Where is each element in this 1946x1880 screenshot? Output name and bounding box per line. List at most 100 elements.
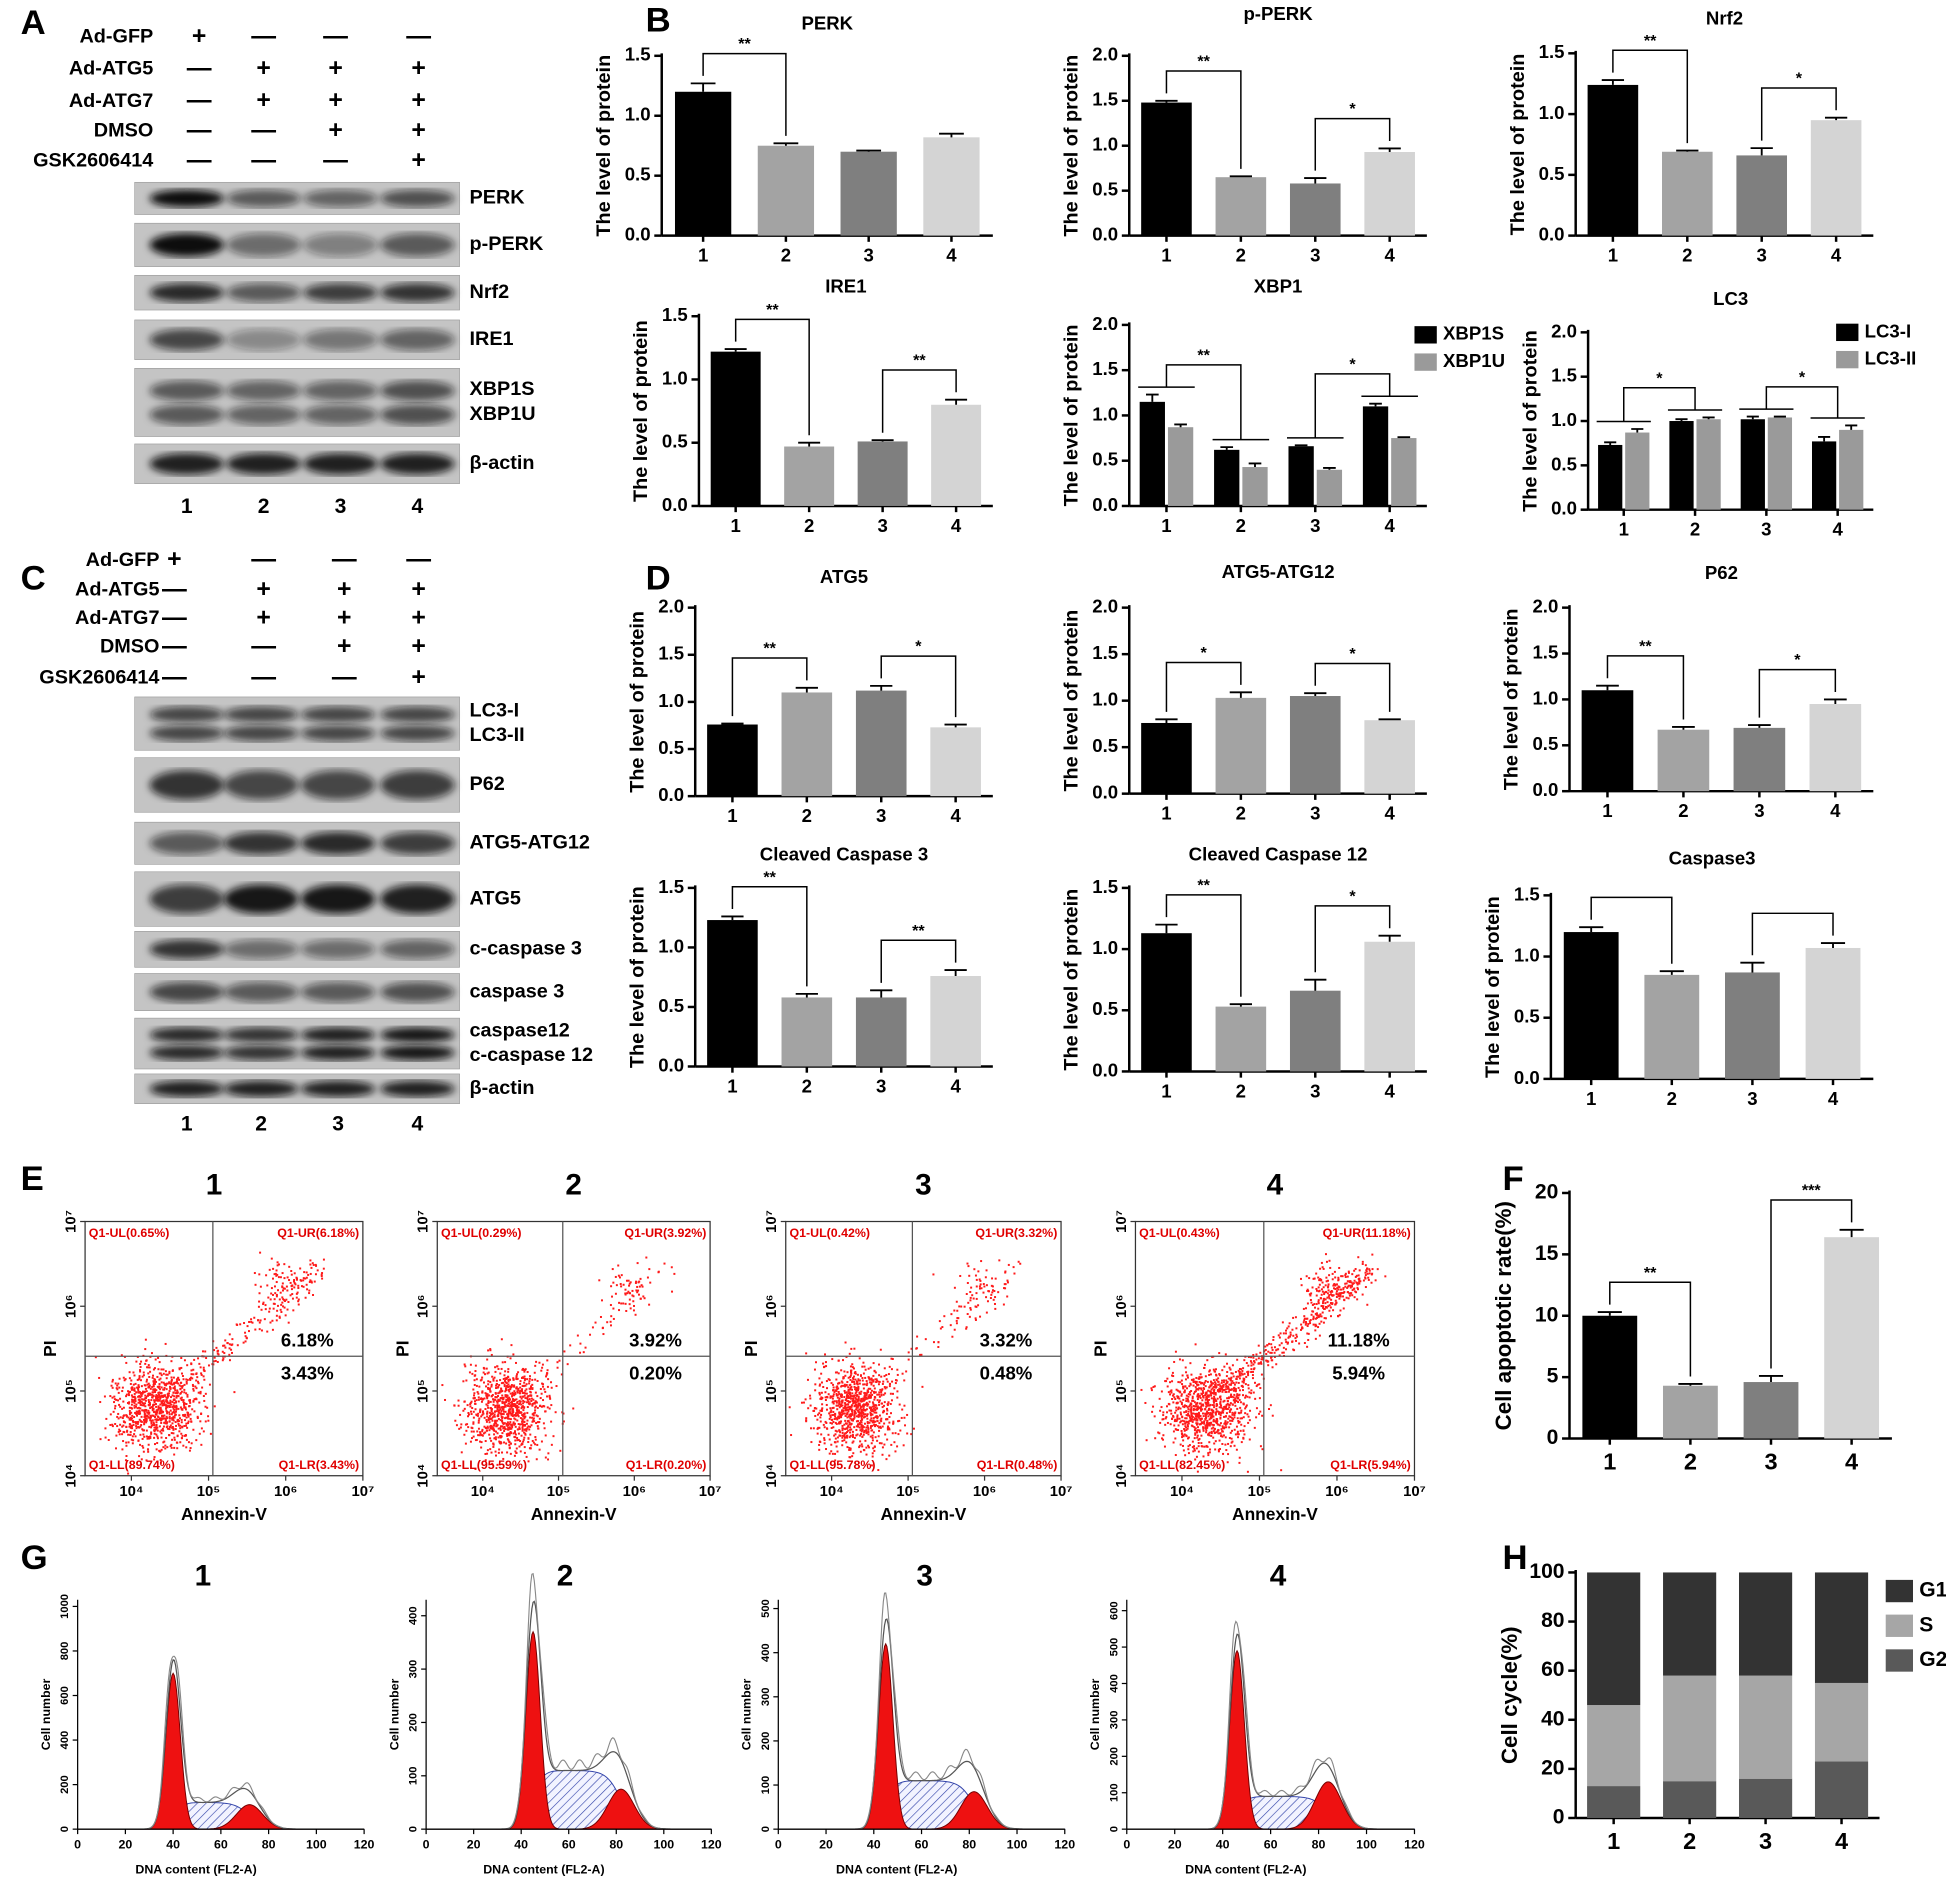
blot-band [149,706,224,723]
event-dot [291,1293,294,1296]
event-dot [860,1432,863,1435]
event-dot [153,1456,156,1459]
event-dot [479,1408,482,1411]
event-dot [1172,1393,1175,1396]
event-dot [628,1282,631,1285]
event-dot [463,1400,466,1403]
event-dot [1202,1427,1205,1430]
event-dot [491,1419,494,1422]
event-dot [1180,1379,1183,1382]
bar [1167,427,1194,506]
event-dot [182,1444,185,1447]
event-dot [1222,1411,1225,1414]
bar [931,404,982,506]
event-dot [579,1351,582,1354]
event-dot [848,1446,851,1449]
event-dot [832,1386,835,1389]
y-tick-label: 2.0 [1092,596,1118,617]
event-dot [159,1396,162,1399]
event-dot [855,1403,858,1406]
blot-band [303,329,378,351]
event-dot [199,1392,202,1395]
event-dot [1176,1414,1179,1417]
event-dot [890,1368,893,1371]
event-dot [1216,1429,1219,1432]
event-dot [472,1435,475,1438]
x-tick-label: 4 [1385,1080,1396,1101]
event-dot [147,1366,150,1369]
event-dot [138,1376,141,1379]
event-dot [1233,1444,1236,1447]
event-dot [1176,1389,1179,1392]
x-tick-label: 3 [1310,245,1320,266]
event-dot [852,1377,855,1380]
event-dot [190,1369,193,1372]
event-dot [1218,1373,1221,1376]
event-dot [518,1392,521,1395]
chart-title: IRE1 [825,276,866,297]
event-dot [832,1389,835,1392]
event-dot [844,1341,847,1344]
blot-band [149,1080,224,1097]
event-dot [178,1384,181,1387]
event-dot [119,1423,122,1426]
event-dot [838,1400,841,1403]
event-dot [500,1413,503,1416]
event-dot [838,1413,841,1416]
event-dot [157,1405,160,1408]
blot-band [223,884,299,914]
event-dot [179,1427,182,1430]
event-dot [492,1403,495,1406]
event-dot [499,1372,502,1375]
event-dot [1201,1403,1204,1406]
event-dot [837,1382,839,1385]
event-dot [487,1406,490,1409]
event-dot [859,1429,862,1432]
event-dot [136,1407,139,1410]
event-dot [627,1290,630,1293]
event-dot [879,1426,882,1429]
significance-label: ** [1639,637,1652,655]
y-tick-label: 10⁶ [416,1295,432,1318]
y-tick-label: 100 [1529,1560,1564,1583]
event-dot [505,1398,508,1401]
event-dot [107,1439,110,1441]
event-dot [127,1402,130,1405]
event-dot [1244,1407,1247,1410]
event-dot [1241,1385,1244,1388]
event-dot [1222,1400,1225,1403]
event-dot [471,1372,474,1375]
legend-label: XBP1U [1443,350,1505,371]
event-dot [128,1406,131,1409]
event-dot [321,1277,324,1280]
event-dot [144,1362,147,1365]
y-tick-label: 1.0 [658,690,684,711]
event-dot [1317,1326,1320,1329]
event-dot [1214,1393,1217,1396]
event-dot [882,1409,885,1412]
event-dot [491,1375,494,1378]
event-dot [1167,1391,1170,1394]
event-dot [139,1433,142,1436]
error-bar [1748,724,1771,728]
event-dot [1219,1403,1222,1406]
event-dot [513,1417,516,1420]
event-dot [539,1388,542,1391]
event-dot [1250,1392,1253,1395]
event-dot [159,1459,162,1462]
event-dot [522,1376,525,1379]
event-dot [1339,1293,1342,1296]
event-dot [1224,1423,1227,1426]
event-dot [497,1392,500,1395]
event-dot [181,1385,184,1388]
event-dot [281,1296,284,1299]
event-dot [138,1375,141,1378]
event-dot [849,1395,852,1398]
event-dot [851,1380,854,1383]
event-dot [310,1281,313,1284]
event-dot [1212,1404,1215,1407]
event-dot [154,1388,157,1391]
event-dot [165,1406,168,1409]
event-dot [1226,1397,1229,1400]
event-dot [820,1413,823,1416]
